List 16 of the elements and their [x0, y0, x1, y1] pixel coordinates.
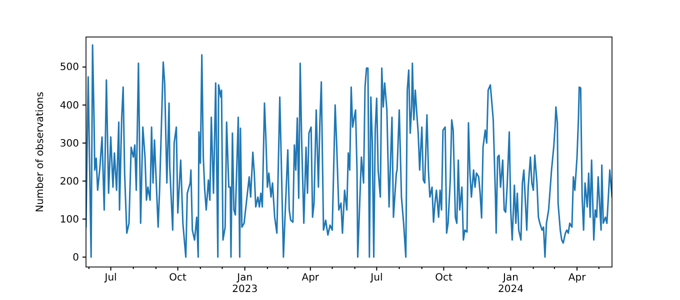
y-axis-title: Number of observations [35, 92, 46, 212]
x-tick-label: Apr [302, 272, 320, 284]
y-tick-label: 500 [60, 62, 79, 74]
y-tick-label: 200 [60, 176, 79, 188]
x-tick-label: Oct [169, 272, 187, 284]
x-tick-label: Jan 2023 [232, 272, 258, 296]
y-tick-label: 100 [60, 214, 79, 226]
x-tick-label: Oct [435, 272, 452, 284]
x-tick-label: Apr [568, 272, 587, 284]
y-tick-label: 300 [60, 138, 79, 150]
line-series [86, 44, 612, 258]
x-tick-label: Jan 2024 [498, 272, 524, 296]
y-tick-label: 0 [72, 252, 79, 264]
y-tick-label: 400 [60, 100, 79, 112]
x-tick-label: Jul [104, 272, 117, 284]
x-tick-label: Jul [370, 272, 383, 284]
